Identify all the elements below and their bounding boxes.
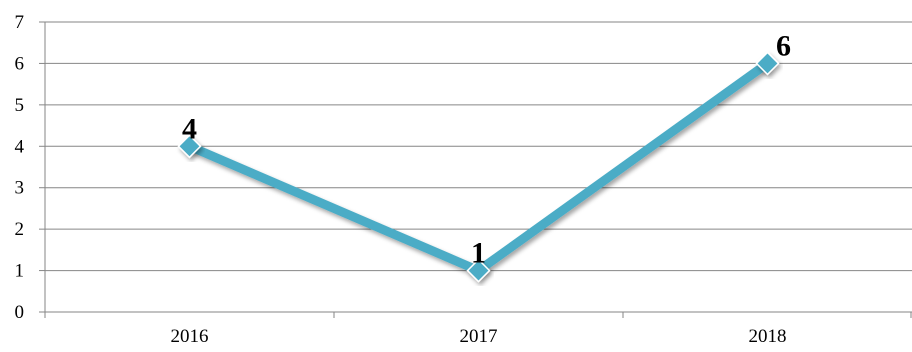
data-markers (177, 51, 780, 283)
y-tick-label: 2 (15, 219, 25, 240)
y-tick-label: 0 (15, 302, 25, 323)
data-label: 1 (471, 237, 486, 270)
y-tick-label: 3 (15, 178, 25, 199)
x-tick-labels: 2016 2017 2018 (171, 326, 787, 347)
y-tick-label: 5 (15, 95, 25, 116)
y-tick-label: 6 (15, 53, 25, 74)
y-tick-label: 4 (15, 136, 25, 157)
x-tick-label: 2017 (460, 326, 498, 347)
data-labels: 4 1 6 (182, 29, 791, 269)
y-tick-label: 7 (15, 12, 25, 33)
y-tick-labels: 0 1 2 3 4 5 6 7 (15, 12, 25, 323)
x-tick-label: 2016 (171, 326, 209, 347)
x-tick-label: 2018 (749, 326, 787, 347)
data-label: 6 (776, 29, 791, 62)
data-point-marker (466, 258, 491, 283)
data-label: 4 (182, 112, 197, 145)
data-point-marker (177, 134, 202, 159)
data-point-marker (755, 51, 780, 76)
axes (39, 21, 912, 318)
y-tick-label: 1 (15, 261, 25, 282)
